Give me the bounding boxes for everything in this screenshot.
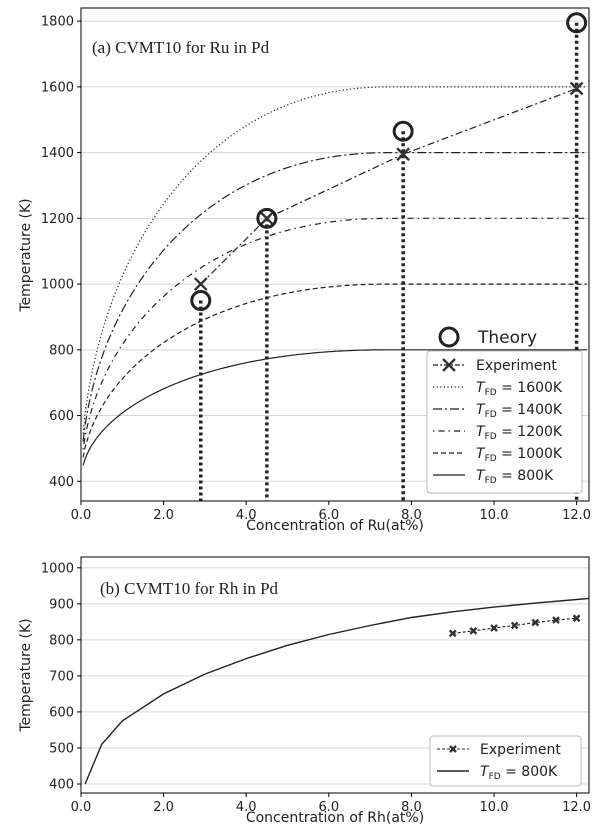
experiment-point (396, 147, 410, 162)
legend-experiment-label: Experiment (476, 358, 557, 374)
tfd-800-curve (82, 349, 587, 466)
panel-a-y-tick-label: 800 (49, 343, 74, 358)
panel-a-y-tick-label: 600 (49, 409, 74, 424)
experiment-point (531, 618, 540, 627)
legend-label: TFD = 1600K (476, 380, 563, 398)
panel-b-x-tick-label: 0.0 (71, 800, 92, 815)
panel-a-theory-series (190, 12, 588, 312)
panel-b-y-tick-label: 600 (49, 705, 74, 720)
panel-a-x-axis-label: Concentration of Ru(at%) (246, 518, 424, 534)
legend-experiment-marker (442, 358, 456, 372)
panel-a-curves (82, 86, 587, 466)
panel-b-x-tick-label: 8.0 (401, 800, 422, 815)
panel-b-curves (84, 597, 590, 785)
panel-a-x-tick-label: 2.0 (153, 508, 174, 523)
panel-b-title: (b) CVMT10 for Rh in Pd (100, 579, 279, 598)
tfd-1600-curve (82, 86, 587, 434)
legend-theory-label: Theory (477, 328, 537, 348)
legend-label: TFD = 800K (480, 764, 558, 782)
panel-a-frame (80, 7, 590, 502)
tfd-1400-curve (82, 152, 587, 442)
panel-a-y-tick-label: 1600 (41, 80, 74, 95)
panel-b-y-tick-label: 400 (49, 777, 74, 792)
panel-b-x-tick-label: 12.0 (562, 800, 591, 815)
tfd-1000-curve (82, 283, 587, 458)
panel-a: 400 600 800 1000 1200 1400 1600 1800 0.0 2.0 4.0 6.… (18, 7, 591, 534)
panel-b-x-tick-label: 6.0 (318, 800, 339, 815)
panel-b-x-tick-label: 2.0 (153, 800, 174, 815)
panel-b-frame (80, 556, 590, 794)
panel-a-title: (a) CVMT10 for Ru in Pd (92, 38, 270, 57)
panel-a-grid (81, 20, 589, 482)
panel-a-y-tick-label: 1800 (41, 15, 74, 30)
panel-b-x-tick-label: 4.0 (236, 800, 257, 815)
panel-b-legend: Experiment TFD = 800K (429, 735, 582, 787)
theory-point (256, 207, 278, 229)
experiment-point (469, 627, 478, 635)
panel-b-experiment-series (448, 614, 581, 638)
panel-a-x-tick-label: 10.0 (480, 508, 509, 523)
legend-label: TFD = 1200K (476, 424, 563, 442)
experiment-line (200, 87, 577, 285)
legend-label: TFD = 1400K (476, 402, 563, 420)
panel-b-x-axis-label: Concentration of Rh(at%) (246, 810, 424, 826)
panel-a-y-tick-label: 400 (49, 475, 74, 490)
experiment-point (510, 621, 519, 630)
experiment-point (552, 616, 560, 624)
legend-experiment-label: Experiment (480, 742, 561, 758)
panel-a-y-tick-label: 1400 (41, 146, 74, 161)
theory-point (392, 120, 414, 142)
panel-b-x-tick-label: 10.0 (480, 800, 509, 815)
experiment-point (490, 624, 498, 632)
panel-a-experiment-series (193, 81, 584, 291)
experiment-point (193, 277, 208, 291)
theory-point (566, 12, 588, 34)
experiment-point (260, 211, 274, 226)
panel-b-y-tick-label: 900 (49, 597, 74, 612)
panel-b-ticks: 400 500 600 700 800 900 1000 0.0 2.0 4.0 6.0 8.0 10.… (41, 561, 591, 815)
panel-a-x-tick-label: 8.0 (401, 508, 422, 523)
legend-label: TFD = 800K (476, 468, 554, 486)
legend-theory-marker (438, 326, 460, 348)
panel-a-x-tick-label: 6.0 (318, 508, 339, 523)
panel-a-y-tick-label: 1200 (41, 212, 74, 227)
panel-a-y-tick-label: 1000 (41, 278, 74, 293)
panel-a-ticks: 400 600 800 1000 1200 1400 1600 1800 0.0 2.0 4.0 6.… (41, 15, 591, 523)
panel-b-y-tick-label: 800 (49, 633, 74, 648)
panel-a-y-axis-label: Temperature (K) (18, 198, 34, 312)
experiment-point (448, 629, 457, 638)
theory-point (190, 290, 212, 312)
experiment-point (572, 614, 581, 623)
tfd-800-curve (84, 597, 590, 785)
legend-box (426, 350, 583, 494)
panel-b: 400 500 600 700 800 900 1000 0.0 2.0 4.0 6.0 8.0 10.… (18, 556, 591, 826)
tfd-1200-curve (82, 217, 587, 450)
panel-a-x-tick-label: 12.0 (562, 508, 591, 523)
panel-a-x-tick-label: 4.0 (236, 508, 257, 523)
panel-a-legend: Theory Experiment TFD = 1600K TFD = 1400K TF… (426, 326, 583, 494)
panel-a-x-tick-label: 0.0 (71, 508, 92, 523)
panel-b-y-tick-label: 500 (49, 741, 74, 756)
experiment-point (569, 81, 584, 96)
legend-experiment-marker (449, 745, 457, 753)
panel-b-y-tick-label: 1000 (41, 561, 74, 576)
panel-b-y-tick-label: 700 (49, 669, 74, 684)
panel-b-y-axis-label: Temperature (K) (18, 618, 34, 732)
legend-label: TFD = 1000K (476, 446, 563, 464)
